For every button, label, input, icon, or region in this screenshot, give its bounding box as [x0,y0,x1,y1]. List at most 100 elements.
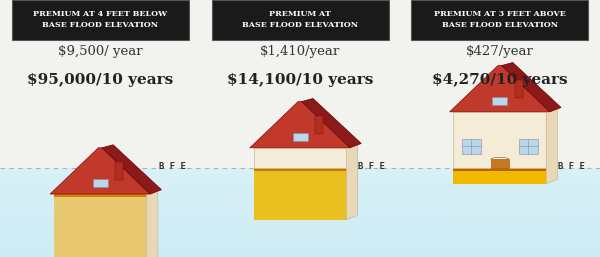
Bar [93,179,108,187]
Bar [0,226,600,228]
Text: B F E: B F E [558,162,585,171]
Bar [454,207,546,209]
Bar [0,192,600,195]
Bar [0,186,600,188]
Bar [254,222,347,224]
Bar [0,177,600,179]
Bar [254,228,347,230]
Bar [0,221,600,224]
Bar [254,168,347,171]
Bar [0,212,600,215]
FancyBboxPatch shape [212,0,389,40]
Bar [0,246,600,248]
Bar [254,230,347,232]
Bar [254,220,347,222]
Bar [0,195,600,197]
Text: $4,270/10 years: $4,270/10 years [432,73,568,87]
Bar [454,194,546,196]
Text: $95,000/10 years: $95,000/10 years [27,73,173,87]
Bar [0,254,600,257]
Bar [454,203,546,205]
Bar [0,201,600,204]
Bar [0,199,600,201]
Polygon shape [546,107,557,184]
Bar [454,184,546,186]
Bar [0,243,600,246]
Bar [254,148,347,168]
Bar [254,232,347,234]
Bar [254,234,347,236]
Bar [254,243,347,245]
Bar [454,192,546,194]
Bar [0,237,600,239]
Bar [254,226,347,228]
Bar [454,190,546,192]
Bar [454,168,546,171]
Bar [491,159,509,168]
Bar [0,188,600,190]
Bar [454,200,546,203]
Text: PREMIUM AT 4 FEET BELOW
BASE FLOOD ELEVATION: PREMIUM AT 4 FEET BELOW BASE FLOOD ELEVA… [33,11,167,29]
Text: $9,500/ year: $9,500/ year [58,45,143,58]
Bar [0,197,600,199]
Text: PREMIUM AT 3 FEET ABOVE
BASE FLOOD ELEVATION: PREMIUM AT 3 FEET ABOVE BASE FLOOD ELEVA… [434,11,566,29]
Polygon shape [450,66,550,112]
Text: $1,410/year: $1,410/year [260,45,340,58]
Bar [0,175,600,177]
Bar [0,250,600,253]
Text: $427/year: $427/year [466,45,534,58]
Bar [454,198,546,200]
Bar [518,139,538,153]
Bar [293,133,308,141]
Bar [0,208,600,210]
Text: $14,100/10 years: $14,100/10 years [227,73,373,87]
Bar [0,172,600,175]
Polygon shape [302,98,361,148]
Text: B F E: B F E [359,162,385,171]
Bar [0,239,600,242]
Polygon shape [146,190,158,257]
Bar [0,181,600,184]
Bar [0,230,600,233]
Bar [315,116,323,134]
Bar [0,228,600,230]
Bar [454,112,546,168]
Text: PREMIUM AT
BASE FLOOD ELEVATION: PREMIUM AT BASE FLOOD ELEVATION [242,11,358,29]
Bar [254,238,347,241]
Bar [493,97,508,105]
Bar [0,170,600,173]
Bar [0,252,600,255]
Bar [254,236,347,238]
Bar [54,194,146,197]
Bar [0,210,600,213]
Text: B F E: B F E [159,162,185,171]
Polygon shape [502,62,561,112]
Bar [0,235,600,237]
Bar [0,183,600,186]
Bar [0,248,600,250]
Bar [515,80,523,98]
Bar [0,217,600,219]
Bar [254,224,347,226]
Bar [462,139,481,153]
Bar [254,241,347,243]
Bar [454,205,546,207]
Polygon shape [250,102,350,148]
Bar [454,168,546,184]
Polygon shape [347,143,358,220]
Polygon shape [102,145,161,194]
Bar [0,219,600,222]
FancyBboxPatch shape [412,0,588,40]
Bar [0,241,600,244]
Bar [0,204,600,206]
Polygon shape [50,148,151,194]
Bar [54,194,146,257]
Bar [0,179,600,182]
Bar [454,186,546,188]
Bar [0,168,600,171]
Bar [0,232,600,235]
Bar [0,190,600,193]
Bar [454,196,546,198]
Bar [454,188,546,190]
FancyBboxPatch shape [12,0,188,40]
